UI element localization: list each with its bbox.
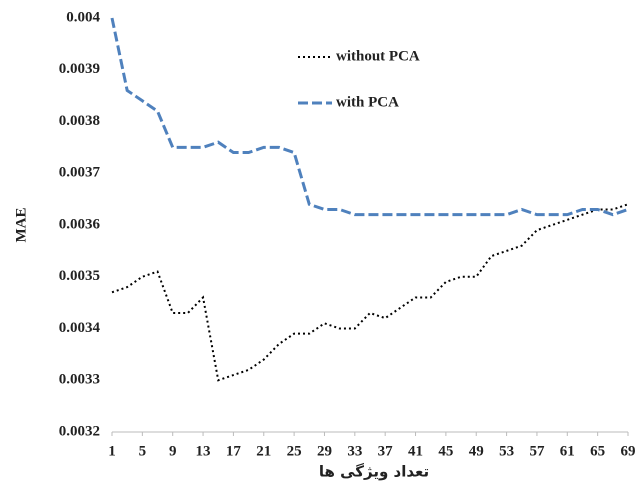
- x-tick-label: 13: [196, 443, 211, 459]
- x-tick-label: 61: [560, 443, 575, 459]
- y-tick-label: 0.004: [66, 9, 100, 25]
- y-tick-label: 0.0037: [59, 165, 101, 181]
- legend-label: without PCA: [336, 48, 420, 64]
- x-tick-label: 25: [287, 443, 302, 459]
- x-tick-label: 21: [256, 443, 271, 459]
- x-tick-label: 37: [378, 443, 394, 459]
- y-tick-label: 0.0038: [59, 113, 100, 129]
- x-tick-label: 57: [529, 443, 545, 459]
- legend-label: with PCA: [336, 94, 399, 110]
- y-tick-label: 0.0035: [59, 268, 100, 284]
- y-tick-label: 0.0036: [59, 216, 101, 232]
- series-line: [111, 203, 629, 382]
- x-tick-label: 1: [108, 443, 116, 459]
- x-tick-label: 53: [499, 443, 514, 459]
- x-tick-label: 33: [347, 443, 362, 459]
- x-tick-label: 49: [469, 443, 484, 459]
- y-tick-label: 0.0032: [59, 423, 100, 439]
- x-tick-label: 29: [317, 443, 332, 459]
- x-tick-label: 45: [438, 443, 453, 459]
- y-tick-label: 0.0033: [59, 372, 100, 388]
- y-tick-label: 0.0034: [59, 320, 101, 336]
- x-tick-label: 69: [621, 443, 636, 459]
- x-tick-label: 65: [590, 443, 605, 459]
- x-tick-label: 5: [139, 443, 147, 459]
- y-tick-label: 0.0039: [59, 61, 100, 77]
- x-tick-label: 9: [169, 443, 177, 459]
- x-tick-label: 17: [226, 443, 242, 459]
- x-axis-label: تعداد ویژگی ها: [319, 463, 429, 481]
- x-tick-label: 41: [408, 443, 423, 459]
- series-line: [110, 17, 629, 217]
- y-axis-label: MAE: [13, 208, 29, 243]
